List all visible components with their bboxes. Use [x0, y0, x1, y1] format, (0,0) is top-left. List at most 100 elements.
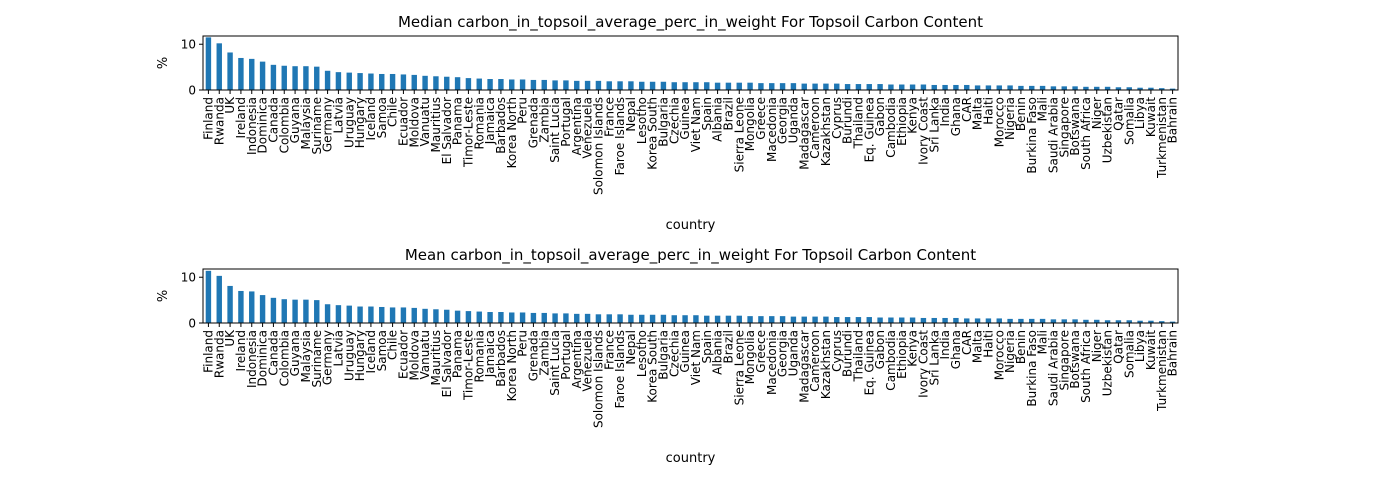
bar [769, 83, 775, 90]
x-tick-label: Cambodia [884, 330, 898, 391]
bar [1137, 87, 1143, 90]
x-tick-label: El Salvador [440, 330, 454, 397]
x-tick-label: South Africa [1079, 330, 1093, 403]
x-tick-label: Timor-Leste [461, 330, 475, 401]
x-tick-label: Latvia [331, 330, 345, 367]
bar [1072, 319, 1078, 323]
bar [1126, 87, 1132, 90]
bar [270, 64, 277, 90]
x-tick-label: Korea North [505, 97, 519, 168]
x-tick-label: Nepal [624, 97, 638, 132]
x-tick-label: Ghana [949, 330, 963, 369]
bar [379, 73, 385, 90]
bar [714, 315, 721, 323]
bar [205, 270, 212, 323]
bar [422, 75, 428, 90]
bar [606, 314, 612, 323]
bar [1104, 86, 1111, 90]
x-tick-label: Cameroon [808, 330, 822, 392]
x-tick-label: Cyprus [830, 330, 844, 372]
x-tick-label: El Salvador [440, 97, 454, 164]
bar [834, 317, 840, 323]
bar [812, 316, 818, 323]
bar [909, 317, 916, 323]
bar [617, 81, 623, 90]
x-tick-label: Benin [1014, 330, 1028, 364]
x-axis-label: country [666, 451, 716, 466]
bar [519, 312, 526, 323]
x-tick-label: Albania [711, 330, 725, 375]
bar [227, 52, 233, 90]
x-tick-label: Argentina [570, 97, 584, 156]
x-tick-label: Somalia [1122, 97, 1136, 145]
bar [769, 316, 775, 323]
bar [844, 84, 851, 90]
bar [671, 315, 677, 323]
y-tick-label: 0 [188, 84, 196, 98]
x-tick-label: Hungary [353, 97, 367, 148]
bar [238, 57, 244, 90]
bar [476, 78, 482, 90]
bar [335, 72, 342, 90]
x-tick-label: Kuwait [1144, 330, 1158, 370]
bar [909, 84, 916, 90]
bar [628, 314, 634, 323]
x-tick-label: Rwanda [212, 330, 226, 378]
x-tick-label: Chile [386, 97, 400, 127]
bar [779, 316, 786, 323]
bar [465, 78, 472, 90]
bar [606, 81, 612, 90]
bar [790, 83, 797, 90]
bar [324, 304, 331, 323]
x-tick-label: Kenya [906, 97, 920, 134]
bar [454, 77, 461, 90]
bar [368, 73, 374, 90]
bar [595, 80, 602, 90]
x-tick-label: Korea South [646, 330, 660, 403]
x-tick-label: Malta [971, 97, 985, 130]
bar [574, 313, 580, 323]
x-tick-label: Faroe Islands [613, 330, 627, 408]
bar [1169, 88, 1176, 90]
x-tick-label: Moldova [407, 97, 421, 147]
x-tick-label: Hungary [353, 330, 367, 381]
bar [877, 317, 883, 323]
x-tick-label: Greece [754, 330, 768, 373]
chart-title: Median carbon_in_topsoil_average_perc_in… [398, 13, 983, 32]
bar [400, 74, 407, 90]
bar [953, 317, 959, 323]
x-tick-label: Brazil [721, 330, 735, 364]
x-tick-label: Uruguay [342, 97, 356, 148]
x-tick-label: Colombia [277, 330, 291, 386]
bar [433, 76, 439, 90]
bar [660, 314, 667, 323]
x-tick-label: Ireland [234, 97, 248, 139]
bar [1007, 318, 1013, 323]
x-tick-label: India [938, 97, 952, 126]
bar [584, 80, 591, 90]
x-tick-label: Burundi [841, 330, 855, 377]
x-tick-label: Germany [321, 330, 335, 385]
x-tick-label: Uruguay [342, 330, 356, 381]
x-tick-label: Burundi [841, 97, 855, 144]
x-tick-label: CAR [960, 97, 974, 122]
bar [996, 85, 1002, 90]
bar [541, 79, 547, 90]
x-tick-label: Lesotho [635, 97, 649, 144]
x-tick-label: Macedonia [765, 330, 779, 395]
bar [1159, 88, 1165, 90]
x-tick-label: Ethiopia [895, 97, 909, 146]
x-tick-label: Chile [386, 330, 400, 360]
bar [1137, 320, 1143, 323]
x-tick-label: Malta [971, 330, 985, 363]
x-tick-label: Germany [321, 97, 335, 152]
x-tick-label: Korea North [505, 330, 519, 401]
x-tick-label: Guyana [288, 330, 302, 376]
bar [866, 84, 872, 90]
x-tick-label: Canada [266, 330, 280, 376]
x-tick-label: Gabon [873, 97, 887, 136]
bar [747, 316, 753, 323]
bar [346, 72, 352, 90]
x-tick-label: Venezuela [581, 330, 595, 392]
bar [1094, 86, 1100, 90]
